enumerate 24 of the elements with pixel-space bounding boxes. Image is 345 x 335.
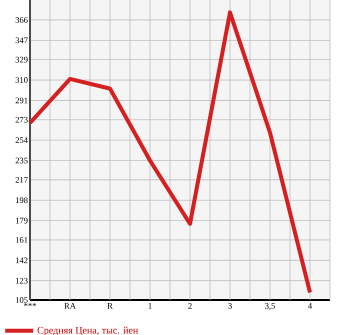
- x-tick-label: 3,5: [265, 303, 275, 310]
- y-tick-label: 105: [16, 297, 28, 303]
- y-tick-label: 273: [16, 116, 28, 123]
- y-tick-label: 366: [16, 17, 28, 23]
- y-tick-label: 347: [16, 37, 28, 44]
- x-tick-label: 4: [308, 303, 312, 309]
- y-tick-label: 198: [16, 197, 28, 204]
- x-tick-label: 1: [148, 303, 152, 309]
- y-tick-label: 142: [16, 257, 28, 264]
- y-tick-label: 235: [16, 158, 28, 164]
- y-tick-label: 310: [16, 77, 28, 83]
- y-tick-label: 217: [16, 177, 28, 183]
- x-tick-label: R: [107, 303, 113, 309]
- y-tick-label: 254: [16, 137, 28, 143]
- y-tick-label: 291: [16, 98, 28, 104]
- y-tick-label: 161: [16, 237, 28, 243]
- y-tick-label: 329: [16, 56, 28, 63]
- y-tick-label: 179: [16, 218, 28, 224]
- x-tick-label: 2: [188, 303, 192, 309]
- y-tick-label: 123: [16, 278, 28, 284]
- x-tick-label: ***: [24, 303, 36, 306]
- x-tick-label: RA: [64, 303, 76, 309]
- line-series: [28, 10, 312, 294]
- x-tick-label: 3: [228, 303, 232, 309]
